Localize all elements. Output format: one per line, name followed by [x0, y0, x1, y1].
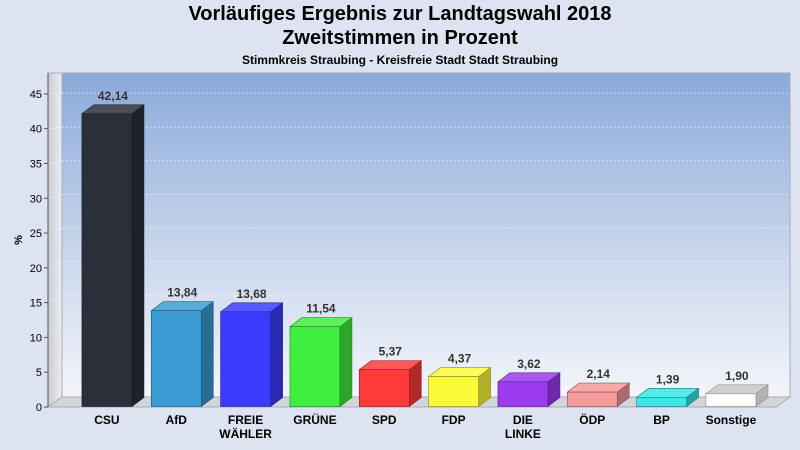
y-tick-label: 35 [30, 158, 42, 170]
bar [566, 382, 631, 408]
bar-side [339, 317, 353, 408]
bar-value-label: 42,14 [98, 89, 128, 103]
bar-side [131, 104, 145, 408]
bar [219, 302, 284, 408]
bar-value-label: 1,39 [656, 372, 680, 386]
y-axis: 0 5 10 15 20 25 30 35 40 45% [13, 73, 49, 414]
gridline [47, 362, 63, 373]
x-tick-label: SPD [372, 413, 397, 427]
gridline [47, 329, 63, 338]
bar-front [497, 381, 549, 407]
x-tick-label: FDP [442, 413, 466, 427]
x-tick-label: ÖDP [579, 412, 605, 427]
y-tick-label: 5 [36, 367, 42, 379]
bar-side [270, 302, 283, 408]
bars: 42,14 13,84 13,68 11,54 5,37 4,37 3,62 2,14 1,39… [81, 89, 769, 408]
bar-front [566, 391, 618, 407]
bar-value-label: 13,68 [237, 287, 267, 301]
y-tick-label: 25 [30, 228, 42, 240]
y-tick-label: 30 [30, 193, 42, 205]
bar-value-label: 11,54 [306, 302, 336, 316]
x-tick-label: CSU [94, 413, 119, 427]
gridline [47, 261, 63, 269]
bar-front [636, 397, 687, 407]
chart-title: Vorläufiges Ergebnis zur Landtagswahl 20… [188, 3, 612, 25]
x-tick-label: GRÜNE [293, 412, 336, 427]
y-tick-label: 10 [30, 332, 42, 344]
bar [150, 301, 215, 408]
bar-value-label: 4,37 [448, 352, 472, 366]
x-tick-label: Sonstige [706, 413, 757, 427]
chart-subtitle: Stimmkreis Straubing - Kreisfreie Stadt … [241, 53, 559, 67]
gridline [47, 194, 63, 199]
bar-value-label: 2,14 [587, 367, 611, 381]
x-tick-label: DIE LINKE [505, 413, 541, 441]
x-tick-label: BP [653, 413, 670, 427]
bar-value-label: 3,62 [517, 357, 541, 371]
bar-front [705, 393, 757, 407]
gridline [47, 295, 63, 304]
bar-value-label: 13,84 [167, 286, 197, 300]
bar-front [289, 326, 341, 407]
x-axis: CSU AfD FREIE WÄHLER GRÜNE SPD FDP DIE LINKE ÖDP B… [94, 412, 756, 441]
x-tick-label: AfD [166, 413, 188, 427]
bar-value-label: 5,37 [379, 345, 403, 359]
bar [705, 384, 769, 408]
left-wall [47, 72, 63, 408]
bar-front [358, 369, 410, 407]
bar-front [81, 113, 133, 407]
bar [358, 360, 423, 408]
chart-title-line2: Zweitstimmen in Prozent [282, 27, 518, 49]
gridline [47, 227, 63, 234]
bar-value-label: 1,90 [725, 369, 749, 383]
y-tick-label: 20 [30, 263, 42, 275]
x-tick-label: FREIE WÄHLER [219, 413, 272, 441]
bar-front [150, 310, 202, 407]
bar-side [200, 301, 214, 408]
bar [427, 366, 492, 408]
y-tick-label: 45 [30, 89, 42, 101]
bar [635, 387, 700, 408]
y-tick-label: 15 [30, 298, 42, 310]
bar-front [428, 376, 479, 407]
bar [497, 372, 561, 408]
bar [81, 104, 145, 408]
bar [289, 317, 353, 408]
bar-front [220, 311, 271, 407]
y-tick-label: 0 [36, 402, 42, 414]
y-tick-label: 40 [30, 124, 42, 136]
y-axis-label: % [13, 235, 25, 245]
